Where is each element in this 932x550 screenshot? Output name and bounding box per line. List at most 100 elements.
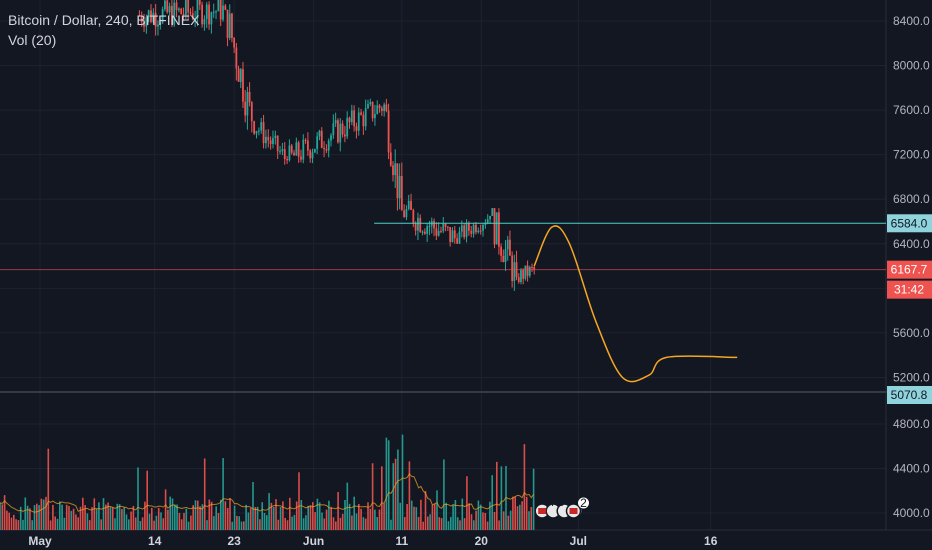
candle <box>339 123 342 143</box>
candle <box>235 47 238 69</box>
volume-bar <box>24 497 27 530</box>
volume-bar <box>530 507 533 530</box>
candle <box>309 150 312 159</box>
volume-bar <box>332 517 335 530</box>
candle <box>456 238 459 244</box>
candle <box>231 13 233 38</box>
volume-bar <box>360 508 362 530</box>
volume-bar <box>1 504 4 530</box>
candle <box>337 120 339 143</box>
candle <box>184 0 187 15</box>
volume-bar <box>312 502 314 530</box>
volume-bar <box>26 505 29 530</box>
volume-bar <box>450 516 452 530</box>
candle <box>228 13 231 38</box>
candle <box>182 14 185 16</box>
volume-bar <box>514 496 516 530</box>
candle <box>421 231 424 233</box>
candle <box>396 163 399 199</box>
event-count-badge[interactable] <box>577 496 590 510</box>
volume-bar <box>45 496 47 530</box>
candle <box>161 9 164 23</box>
candle <box>440 230 442 232</box>
candle <box>279 151 281 153</box>
price-tick-label: 5200.0 <box>893 370 930 384</box>
volume-bar <box>160 512 162 530</box>
volume-bar <box>19 506 22 530</box>
volume-bar <box>392 463 395 530</box>
candle <box>410 200 412 210</box>
volume-bar <box>49 520 52 530</box>
time-axis[interactable]: May 14 23 Jun 11 20 Jul 16 <box>28 534 717 548</box>
volume-bar <box>443 459 445 530</box>
volume-bar <box>107 502 109 530</box>
volume-bar <box>100 519 102 530</box>
candle <box>334 120 337 124</box>
volume-bar <box>157 507 160 530</box>
volume-indicator-label[interactable]: Vol (20) <box>8 32 57 48</box>
volume-tick-label: 4000.0 <box>893 506 930 520</box>
candle <box>385 104 388 111</box>
candle <box>189 12 192 14</box>
volume-bar <box>240 521 243 530</box>
volume-bar <box>289 497 291 530</box>
volume-bar <box>500 466 503 530</box>
candle <box>378 105 381 109</box>
volume-bar <box>404 517 406 530</box>
volume-bar <box>192 505 194 530</box>
volume-bar <box>176 504 178 530</box>
chart-grid <box>0 0 932 531</box>
candle <box>341 123 344 135</box>
volume-bar <box>123 507 125 530</box>
time-tick-label: 14 <box>148 534 162 548</box>
time-tick-label: Jul <box>570 534 587 548</box>
volume-bar <box>111 507 114 530</box>
event-markers[interactable]: 4 5 7 42 <box>534 495 590 519</box>
projection-curve[interactable] <box>533 225 738 383</box>
volume-bar <box>47 448 50 530</box>
volume-bar <box>116 503 119 530</box>
candle <box>374 114 376 119</box>
volume-bar <box>79 506 82 530</box>
candle <box>147 10 150 18</box>
volume-bar <box>300 500 303 530</box>
volume-bar <box>466 476 468 530</box>
candle <box>318 130 321 137</box>
candle <box>477 230 480 233</box>
candle <box>451 230 454 243</box>
candle <box>239 69 242 82</box>
volume-bar <box>190 515 192 530</box>
volume-bar <box>183 512 185 530</box>
volume-bar <box>229 498 231 530</box>
candle <box>426 226 429 234</box>
candle <box>389 152 392 166</box>
candle <box>212 11 215 13</box>
candle <box>493 208 496 245</box>
candle <box>419 217 422 233</box>
volume-bar <box>316 498 319 530</box>
candle <box>517 277 520 282</box>
time-tick-label: May <box>28 534 52 548</box>
price-axis[interactable]: 8400.0 8000.0 7600.0 7200.0 6800.0 6400.0 5600… <box>893 14 930 520</box>
candle <box>367 103 369 109</box>
volume-bar <box>302 518 305 530</box>
volume-bar <box>77 517 79 530</box>
volume-bar <box>130 511 132 530</box>
volume-bar <box>493 511 496 530</box>
price-tick-label: 7200.0 <box>893 148 930 162</box>
candle <box>325 149 328 151</box>
candle <box>262 122 265 144</box>
candle <box>417 217 419 231</box>
candle <box>475 224 477 233</box>
symbol-title[interactable]: Bitcoin / Dollar, 240, BITFINEX <box>8 12 200 28</box>
candle <box>506 239 509 250</box>
volume-bar <box>507 515 510 530</box>
volume-bar <box>519 504 521 530</box>
price-tick-label: 5600.0 <box>893 326 930 340</box>
volume-bar <box>199 506 201 530</box>
volume-bar <box>341 513 344 530</box>
overlay-lines <box>0 222 886 383</box>
volume-bar <box>17 520 20 530</box>
candle <box>250 102 253 122</box>
